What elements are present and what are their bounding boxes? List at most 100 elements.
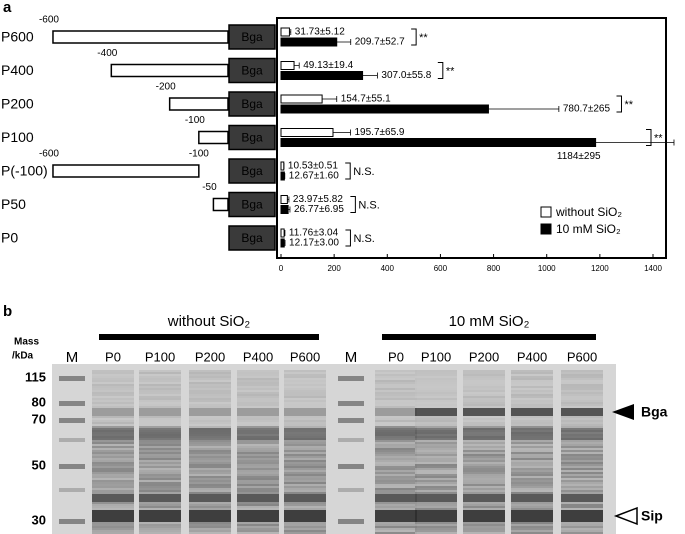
gel-band bbox=[463, 376, 505, 378]
gel-band bbox=[561, 438, 603, 440]
gel-band bbox=[189, 480, 231, 482]
gel-band bbox=[139, 500, 181, 502]
gel-band bbox=[463, 444, 505, 446]
gel-band bbox=[284, 444, 326, 446]
promoter-box bbox=[168, 97, 229, 111]
gel-band bbox=[237, 430, 279, 432]
row-label: P600 bbox=[1, 29, 34, 45]
gel-band bbox=[92, 518, 134, 520]
value-label: 154.7±55.1 bbox=[341, 94, 391, 105]
gel-band bbox=[375, 532, 417, 534]
gel-band bbox=[511, 472, 553, 474]
marker-band bbox=[59, 438, 85, 442]
gel-band bbox=[415, 510, 457, 512]
gel-band bbox=[284, 528, 326, 530]
gel-band bbox=[139, 494, 181, 496]
gel-band bbox=[139, 532, 181, 534]
gel-band bbox=[375, 396, 417, 398]
gel-band bbox=[561, 502, 603, 504]
gel-band bbox=[561, 492, 603, 494]
gel-band bbox=[92, 528, 134, 530]
gel-band bbox=[139, 524, 181, 526]
gel-band bbox=[284, 478, 326, 480]
gel-band bbox=[375, 500, 417, 502]
gel-band bbox=[511, 520, 553, 522]
gel-band bbox=[415, 508, 457, 510]
gel-band bbox=[92, 410, 134, 412]
gel-band bbox=[415, 428, 457, 430]
gel-band bbox=[237, 376, 279, 378]
gel-band bbox=[284, 438, 326, 440]
gel-band bbox=[139, 370, 181, 372]
gel-band bbox=[511, 416, 553, 418]
gel-band bbox=[189, 456, 231, 458]
reporter-label: Bga bbox=[241, 64, 263, 78]
gel-band bbox=[92, 498, 134, 500]
gel-band bbox=[415, 422, 457, 424]
gel-band bbox=[92, 442, 134, 444]
gel-band bbox=[561, 372, 603, 374]
gel-band bbox=[415, 394, 457, 396]
gel-band bbox=[92, 414, 134, 416]
gel-band bbox=[92, 418, 134, 420]
gel-band bbox=[139, 518, 181, 520]
gel-band bbox=[189, 438, 231, 440]
gel-band bbox=[92, 380, 134, 382]
gel-band bbox=[375, 512, 417, 514]
gel-band bbox=[237, 432, 279, 434]
gel-band bbox=[139, 478, 181, 480]
gel-band bbox=[415, 528, 457, 530]
gel-band bbox=[139, 496, 181, 498]
error-bar bbox=[284, 240, 286, 246]
gel-band bbox=[92, 524, 134, 526]
gel-band bbox=[139, 416, 181, 418]
gel-band bbox=[415, 404, 457, 406]
gel-band bbox=[561, 376, 603, 378]
gel-band bbox=[511, 506, 553, 508]
value-label: 307.0±55.8 bbox=[381, 70, 431, 81]
gel-band bbox=[375, 426, 417, 428]
gel-band bbox=[139, 466, 181, 468]
gel-band bbox=[92, 384, 134, 386]
gel-band bbox=[237, 408, 279, 410]
gel-band bbox=[511, 428, 553, 430]
gel-band bbox=[92, 386, 134, 388]
gel-band bbox=[511, 392, 553, 394]
gel-band bbox=[189, 434, 231, 436]
gel-band bbox=[561, 396, 603, 398]
gel-band bbox=[237, 464, 279, 466]
gel-band bbox=[284, 394, 326, 396]
gel-band bbox=[511, 512, 553, 514]
gel-band bbox=[284, 414, 326, 416]
gel-band bbox=[284, 466, 326, 468]
x-tick-label: 800 bbox=[487, 264, 501, 273]
gel-band bbox=[237, 442, 279, 444]
gel-band bbox=[92, 496, 134, 498]
gel-band bbox=[92, 406, 134, 408]
gel-band bbox=[189, 422, 231, 424]
gel-band bbox=[284, 452, 326, 454]
gel-band bbox=[284, 430, 326, 432]
gel-band bbox=[463, 496, 505, 498]
gel-band bbox=[237, 524, 279, 526]
gel-band bbox=[284, 468, 326, 470]
gel-band bbox=[463, 404, 505, 406]
gel-band bbox=[415, 488, 457, 490]
gel-band bbox=[511, 454, 553, 456]
gel-band bbox=[415, 400, 457, 402]
gel-band bbox=[284, 450, 326, 452]
marker-band bbox=[338, 488, 364, 492]
gel-band bbox=[375, 464, 417, 466]
gel-band bbox=[463, 458, 505, 460]
gel-band bbox=[415, 498, 457, 500]
mass-label: 70 bbox=[32, 411, 46, 426]
gel-band bbox=[139, 454, 181, 456]
gel-band bbox=[92, 458, 134, 460]
gel-band bbox=[375, 484, 417, 486]
gel-band bbox=[463, 482, 505, 484]
gel-band bbox=[237, 514, 279, 516]
gel-band bbox=[139, 464, 181, 466]
gel-band bbox=[463, 388, 505, 390]
gel-band bbox=[511, 438, 553, 440]
gel-band bbox=[189, 512, 231, 514]
